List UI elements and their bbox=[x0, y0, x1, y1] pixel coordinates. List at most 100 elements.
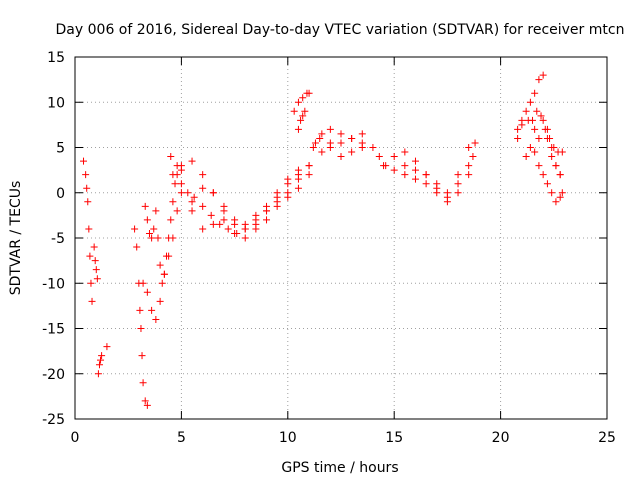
data-point bbox=[167, 153, 175, 161]
data-point bbox=[348, 134, 356, 142]
data-point bbox=[209, 189, 217, 197]
data-point bbox=[318, 130, 326, 138]
data-point bbox=[316, 134, 324, 142]
y-tick-label: -5 bbox=[51, 231, 65, 247]
data-point bbox=[465, 171, 473, 179]
data-point bbox=[93, 275, 101, 283]
series-seg-b3 bbox=[139, 166, 185, 323]
data-point bbox=[526, 98, 534, 106]
data-point bbox=[284, 175, 292, 183]
data-point bbox=[199, 202, 207, 210]
data-point bbox=[87, 279, 95, 287]
data-point bbox=[98, 352, 106, 360]
data-point bbox=[273, 202, 281, 210]
data-point bbox=[95, 361, 103, 369]
data-point bbox=[422, 180, 430, 188]
data-point bbox=[167, 216, 175, 224]
data-point bbox=[80, 157, 88, 165]
data-point bbox=[454, 171, 462, 179]
series-seg-e3 bbox=[522, 144, 564, 206]
data-point bbox=[358, 144, 366, 151]
data-point bbox=[311, 139, 319, 147]
data-point bbox=[169, 171, 177, 179]
data-points bbox=[80, 71, 566, 409]
data-point bbox=[299, 94, 307, 102]
data-point bbox=[337, 130, 345, 138]
data-point bbox=[241, 220, 249, 228]
data-point bbox=[454, 189, 462, 197]
data-point bbox=[284, 193, 292, 201]
data-point bbox=[537, 112, 545, 120]
data-point bbox=[294, 166, 302, 174]
data-point bbox=[91, 257, 99, 265]
data-point bbox=[522, 153, 530, 161]
data-point bbox=[531, 148, 539, 156]
data-point bbox=[131, 225, 139, 233]
data-point bbox=[220, 202, 228, 210]
data-point bbox=[297, 116, 305, 124]
data-point bbox=[252, 211, 260, 219]
data-point bbox=[471, 139, 479, 147]
data-point bbox=[199, 171, 207, 179]
data-point bbox=[546, 134, 554, 142]
data-point bbox=[263, 216, 271, 224]
data-point bbox=[558, 148, 566, 156]
data-point bbox=[143, 401, 151, 409]
series-seg-e1 bbox=[514, 71, 566, 197]
data-point bbox=[518, 121, 526, 129]
x-tick-label: 15 bbox=[385, 430, 403, 446]
y-tick-label: -15 bbox=[42, 322, 65, 338]
data-point bbox=[526, 144, 534, 151]
series-seg-c4 bbox=[188, 171, 313, 242]
data-point bbox=[535, 162, 543, 170]
data-point bbox=[411, 157, 419, 165]
data-point bbox=[85, 225, 93, 233]
series-seg-e4 bbox=[529, 107, 566, 156]
data-point bbox=[188, 198, 196, 206]
series-seg-b2 bbox=[141, 162, 181, 287]
series-seg-a3 bbox=[94, 343, 111, 378]
data-point bbox=[220, 216, 228, 224]
data-point bbox=[552, 198, 560, 206]
data-point bbox=[143, 216, 151, 224]
data-point bbox=[535, 76, 543, 84]
data-point bbox=[199, 184, 207, 192]
data-point bbox=[156, 297, 164, 305]
data-point bbox=[550, 144, 558, 151]
axis-ticks: 0 5 10 15 20 25 -25 -20 -15 -10 -5 0 5 10 15 bbox=[42, 50, 616, 446]
data-point bbox=[148, 306, 156, 314]
data-point bbox=[422, 171, 430, 179]
y-tick-label: 10 bbox=[47, 95, 65, 111]
data-point bbox=[84, 198, 92, 206]
data-point bbox=[190, 193, 198, 201]
data-point bbox=[241, 234, 249, 242]
data-point bbox=[556, 193, 564, 201]
series-seg-c3 bbox=[177, 166, 302, 228]
data-point bbox=[401, 171, 409, 179]
data-point bbox=[469, 153, 477, 161]
data-point bbox=[533, 107, 541, 115]
data-point bbox=[92, 266, 100, 274]
data-point bbox=[337, 139, 345, 147]
data-point bbox=[273, 189, 281, 197]
data-point bbox=[139, 379, 147, 387]
x-axis-label: GPS time / hours bbox=[281, 460, 398, 476]
data-point bbox=[148, 234, 156, 242]
data-point bbox=[539, 71, 547, 79]
data-point bbox=[188, 157, 196, 165]
data-point bbox=[514, 125, 522, 133]
data-point bbox=[305, 162, 313, 170]
data-point bbox=[369, 144, 377, 151]
data-point bbox=[548, 153, 556, 161]
data-point bbox=[305, 171, 313, 179]
data-point bbox=[294, 125, 302, 133]
data-point bbox=[558, 189, 566, 197]
data-point bbox=[514, 134, 522, 142]
data-point bbox=[143, 288, 151, 296]
data-point bbox=[337, 153, 345, 161]
data-point bbox=[169, 198, 177, 206]
data-point bbox=[165, 252, 173, 260]
data-point bbox=[529, 116, 537, 124]
series-seg-a1 bbox=[80, 157, 96, 305]
